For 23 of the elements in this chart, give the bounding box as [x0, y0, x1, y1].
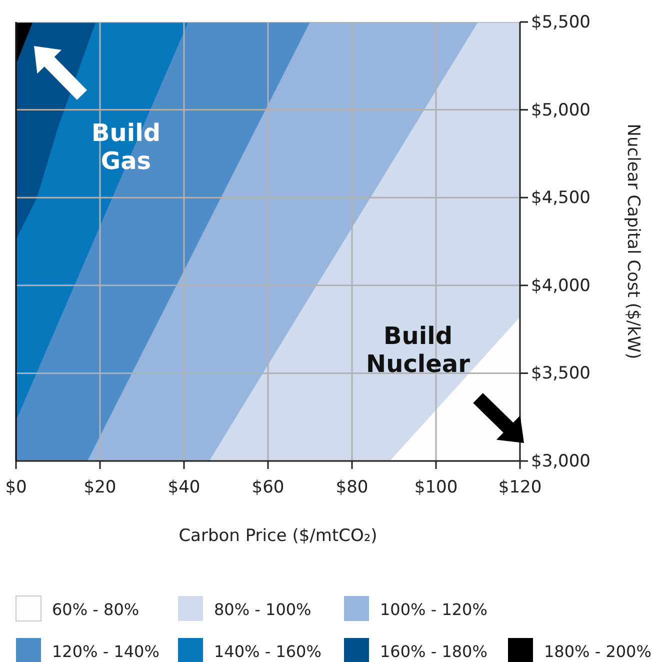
legend-label: 100% - 120%	[380, 600, 488, 619]
legend-label: 120% - 140%	[52, 642, 160, 661]
annotation: Build Nuclear	[366, 322, 470, 378]
y-tick-label: $3,000	[531, 451, 590, 472]
legend-label: 60% - 80%	[52, 600, 140, 619]
x-tick-label: $60	[252, 477, 284, 498]
y-tick-label: $5,000	[531, 100, 590, 120]
legend-label: 80% - 100%	[214, 600, 312, 619]
y-axis-title: Nuclear Capital Cost ($/kW)	[623, 124, 643, 360]
y-tick-label: $4,500	[531, 188, 590, 208]
x-tick-label: $80	[336, 477, 368, 498]
x-tick-label: $100	[414, 477, 458, 498]
legend-label: 180% - 200%	[544, 642, 652, 661]
y-tick-label: $4,000	[531, 276, 590, 296]
legend-label: 140% - 160%	[214, 642, 322, 661]
x-tick-label: $0	[5, 477, 27, 498]
x-tick-label: $20	[84, 477, 116, 498]
x-tick-label: $40	[168, 477, 200, 498]
x-tick-label: $120	[498, 477, 542, 498]
y-tick-label: $3,500	[531, 364, 590, 384]
y-tick-label: $5,500	[531, 12, 590, 32]
x-axis-title: Carbon Price ($/mtCO₂)	[178, 526, 378, 546]
legend-label: 160% - 180%	[380, 642, 488, 661]
